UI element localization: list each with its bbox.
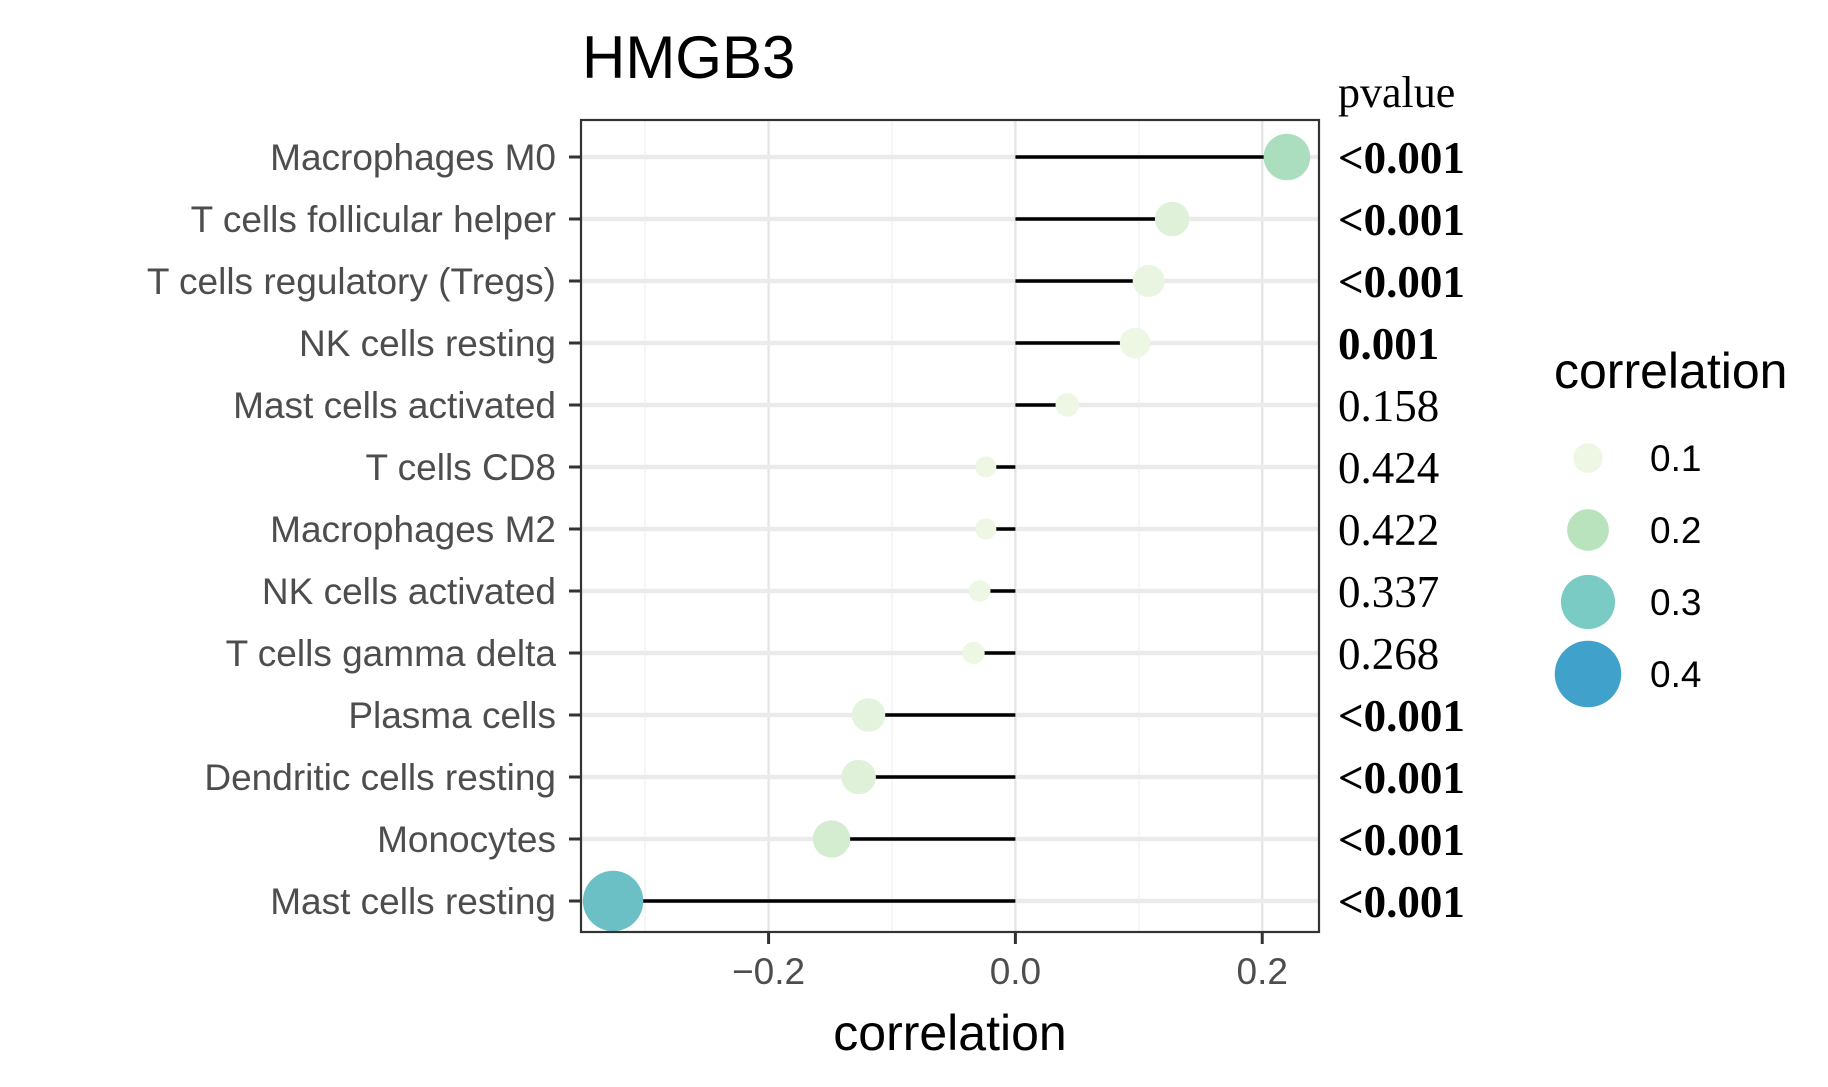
y-tick-label: Plasma cells <box>348 695 556 736</box>
lollipop-dot <box>1154 201 1190 237</box>
y-tick-label: T cells regulatory (Tregs) <box>147 261 556 302</box>
pvalue-label: 0.158 <box>1338 381 1439 431</box>
lollipop-dot <box>975 456 997 478</box>
lollipop-dot <box>1055 393 1079 417</box>
pvalue-column: <0.001 <0.001 <0.001 0.001 0.158 0.424 0.422 0.… <box>1338 133 1465 927</box>
pvalue-label: <0.001 <box>1338 753 1465 803</box>
lollipop-dot <box>582 870 644 932</box>
y-tick-label: T cells CD8 <box>365 447 556 488</box>
chart-title: HMGB3 <box>582 24 795 91</box>
plot-border <box>579 118 1321 934</box>
grid-lines <box>581 120 1319 932</box>
y-tick-label: Macrophages M0 <box>270 137 556 178</box>
lollipop-dot <box>841 759 876 795</box>
pvalue-label: 0.424 <box>1338 443 1439 493</box>
x-tick-label: −0.2 <box>732 951 805 992</box>
y-tick-label: Monocytes <box>377 819 556 860</box>
legend-title: correlation <box>1554 343 1787 399</box>
lollipop-dot <box>962 641 985 665</box>
lollipop-dot <box>1263 133 1311 181</box>
pvalue-label: 0.337 <box>1338 567 1439 617</box>
pvalue-label: 0.268 <box>1338 629 1439 679</box>
y-tick-label: Dendritic cells resting <box>204 757 556 798</box>
lollipop-dots <box>582 133 1311 932</box>
y-tick-label: T cells follicular helper <box>191 199 556 240</box>
y-tick-label: Mast cells activated <box>233 385 556 426</box>
lollipop-dot <box>968 580 991 602</box>
y-axis: Macrophages M0 T cells follicular helper T… <box>147 137 581 922</box>
legend-key <box>1567 509 1609 551</box>
legend: correlation 0.1 0.2 0.3 0.4 <box>1554 343 1787 708</box>
legend-label: 0.3 <box>1650 582 1701 623</box>
x-tick-label: 0.2 <box>1237 951 1288 992</box>
legend-key <box>1560 574 1616 630</box>
lollipop-dot <box>812 820 851 858</box>
y-tick-label: NK cells activated <box>262 571 556 612</box>
pvalue-label: <0.001 <box>1338 195 1465 245</box>
y-tick-label: Macrophages M2 <box>270 509 556 550</box>
pvalue-label: 0.422 <box>1338 505 1439 555</box>
x-axis-label: correlation <box>833 1005 1066 1061</box>
lollipop-dot <box>1119 327 1151 359</box>
lollipop-dot <box>851 698 886 732</box>
legend-label: 0.4 <box>1650 654 1701 695</box>
y-tick-label: Mast cells resting <box>270 881 556 922</box>
pvalue-label: <0.001 <box>1338 691 1465 741</box>
y-tick-label: NK cells resting <box>299 323 556 364</box>
y-tick-label: T cells gamma delta <box>226 633 557 674</box>
pvalue-label: <0.001 <box>1338 815 1465 865</box>
legend-key <box>1554 640 1622 708</box>
legend-label: 0.2 <box>1650 510 1701 551</box>
legend-label: 0.1 <box>1650 438 1701 479</box>
pvalue-label: <0.001 <box>1338 133 1465 183</box>
x-tick-label: 0.0 <box>990 951 1041 992</box>
pvalue-header: pvalue <box>1338 68 1455 117</box>
plot-panel <box>581 120 1319 932</box>
pvalue-label: 0.001 <box>1338 319 1439 369</box>
lollipop-dot <box>1132 264 1165 298</box>
pvalue-label: <0.001 <box>1338 877 1465 927</box>
legend-key <box>1573 443 1603 473</box>
x-axis: −0.2 0.0 0.2 <box>732 932 1288 992</box>
lollipop-dot <box>975 518 997 540</box>
pvalue-label: <0.001 <box>1338 257 1465 307</box>
